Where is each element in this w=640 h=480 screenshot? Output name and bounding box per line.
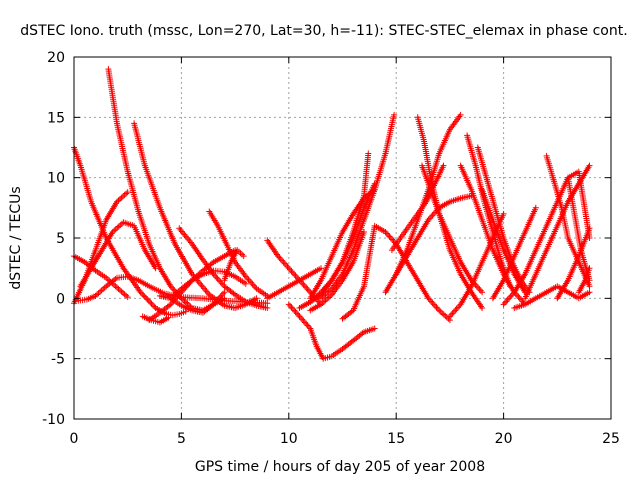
series-marker-path — [176, 225, 271, 311]
series-39 — [511, 283, 593, 311]
x-tick-label: 0 — [70, 431, 79, 447]
series-marker-path — [206, 208, 271, 299]
series-marker-path — [318, 111, 398, 302]
series-34 — [489, 204, 539, 302]
series-20 — [318, 111, 398, 302]
series-40 — [565, 174, 593, 284]
series-22 — [307, 150, 372, 305]
x-tick-label: 10 — [280, 431, 298, 447]
series-marker-path — [511, 283, 593, 311]
y-tick-label: -10 — [42, 412, 65, 428]
data-points — [71, 66, 593, 362]
series-marker-path — [131, 120, 260, 311]
series-11 — [139, 313, 172, 326]
series-marker-path — [221, 247, 247, 284]
x-axis-label: GPS time / hours of day 205 of year 2008 — [195, 459, 485, 475]
series-41 — [575, 265, 593, 296]
series-13 — [206, 208, 271, 299]
series-21 — [307, 229, 367, 314]
y-tick-label: 0 — [56, 291, 65, 307]
series-7 — [131, 120, 260, 311]
series-16 — [264, 265, 324, 302]
axis-ticks: 0 5 10 15 20 25 -10 -5 0 5 10 15 20 — [42, 50, 620, 447]
y-tick-label: 15 — [47, 110, 65, 126]
series-marker-path — [285, 301, 378, 362]
series-12 — [176, 225, 271, 311]
series-marker-path — [307, 150, 372, 305]
series-14 — [221, 247, 247, 284]
series-5 — [77, 219, 159, 290]
series-marker-path — [264, 265, 324, 302]
x-tick-label: 5 — [177, 431, 186, 447]
y-tick-label: 10 — [47, 171, 65, 187]
series-10 — [156, 289, 228, 316]
y-axis-label: dSTEC / TECUs — [8, 186, 24, 289]
y-tick-label: -5 — [51, 352, 65, 368]
series-23 — [339, 222, 453, 324]
series-marker-path — [522, 162, 593, 302]
series-marker-path — [575, 265, 593, 296]
chart-title: dSTEC Iono. truth (mssc, Lon=270, Lat=30… — [20, 23, 627, 39]
series-marker-path — [565, 174, 593, 284]
y-tick-label: 20 — [47, 50, 65, 66]
series-marker-path — [489, 204, 539, 302]
x-tick-label: 25 — [602, 431, 620, 447]
series-17 — [285, 301, 378, 362]
series-marker-path — [339, 222, 453, 324]
series-36 — [522, 162, 593, 302]
x-tick-label: 15 — [387, 431, 405, 447]
y-tick-label: 5 — [56, 231, 65, 247]
series-marker-path — [139, 313, 172, 326]
series-marker-path — [77, 219, 159, 290]
series-marker-path — [307, 229, 367, 314]
x-tick-label: 20 — [495, 431, 513, 447]
series-marker-path — [156, 289, 228, 316]
